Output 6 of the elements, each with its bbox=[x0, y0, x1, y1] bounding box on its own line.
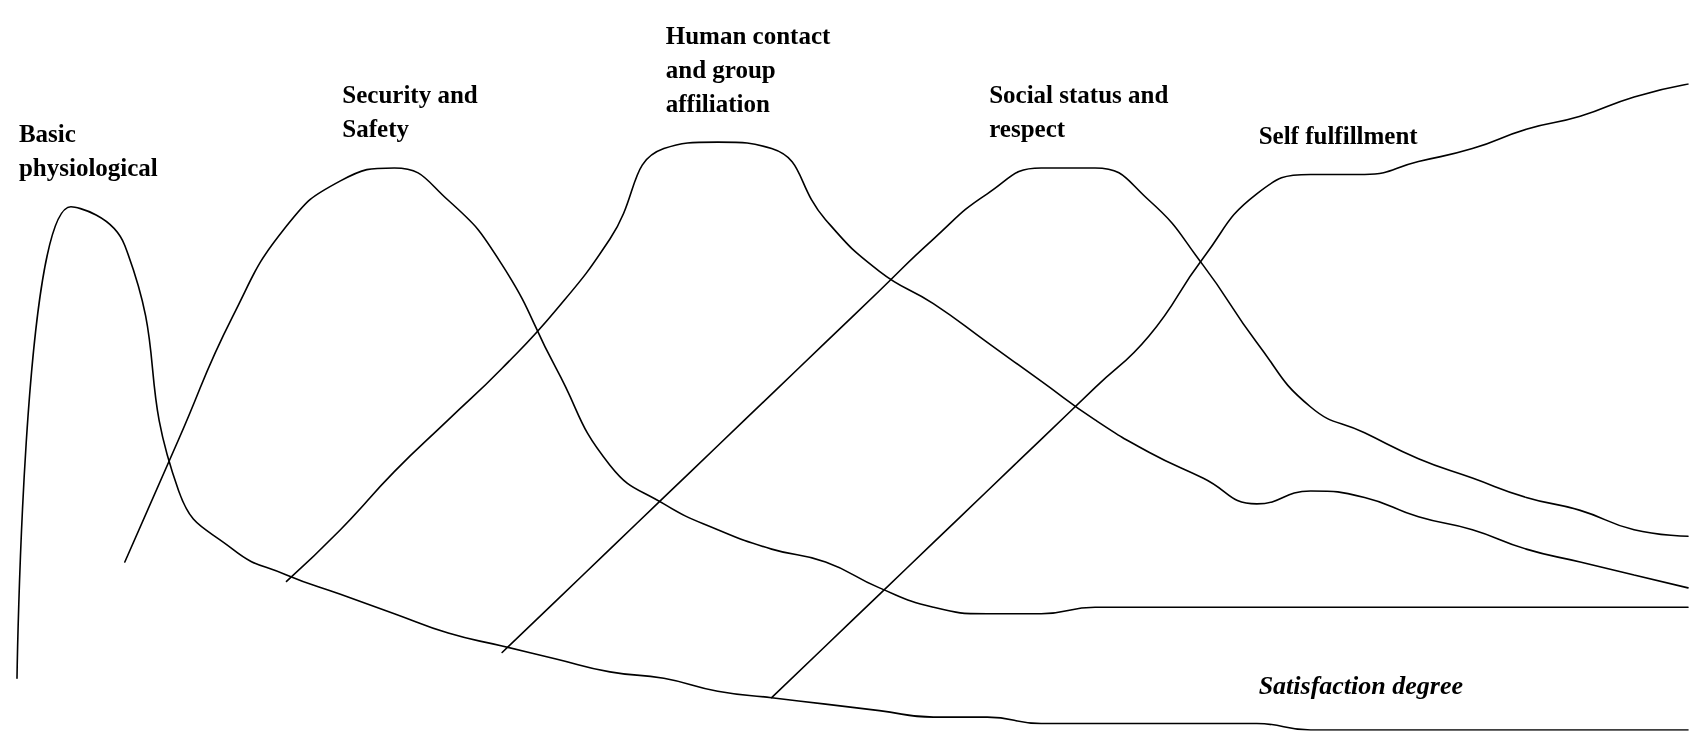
text: Basic physiological bbox=[18, 120, 158, 182]
series-label: Human contact and group affiliation bbox=[665, 21, 837, 117]
x-axis-title: Satisfaction degree bbox=[1258, 670, 1464, 700]
series-label: Self fulfillment bbox=[1258, 121, 1419, 149]
series-label: Social status and respect bbox=[989, 81, 1175, 143]
series-label: Security and Safety bbox=[342, 81, 485, 143]
